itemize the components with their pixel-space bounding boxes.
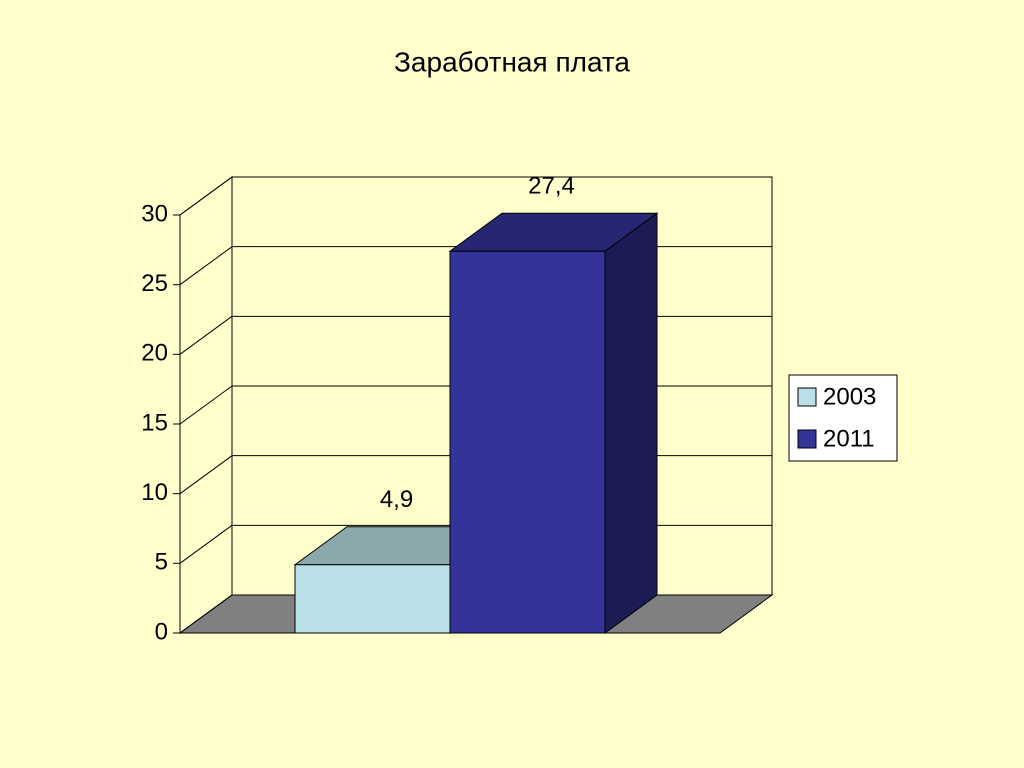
grid-line bbox=[179, 594, 233, 634]
grid-line bbox=[179, 315, 233, 355]
grid-line bbox=[179, 524, 233, 564]
y-tick-label: 20 bbox=[141, 340, 168, 367]
y-tick-label: 15 bbox=[141, 409, 168, 436]
y-tick-label: 30 bbox=[141, 200, 168, 227]
grid-line bbox=[179, 246, 233, 286]
bar-side bbox=[604, 212, 658, 634]
bar bbox=[294, 564, 451, 634]
grid-line bbox=[179, 455, 233, 495]
y-tick-label: 5 bbox=[155, 549, 168, 576]
chart-title: Заработная плата bbox=[394, 46, 630, 77]
bar bbox=[449, 250, 606, 634]
value-label: 4,9 bbox=[380, 486, 413, 513]
y-tick-label: 10 bbox=[141, 479, 168, 506]
grid-line bbox=[179, 176, 233, 216]
y-tick-label: 25 bbox=[141, 270, 168, 297]
legend-label: 2003 bbox=[823, 383, 876, 410]
value-label: 27,4 bbox=[528, 173, 575, 200]
y-tick-label: 0 bbox=[155, 618, 168, 645]
grid-line bbox=[179, 385, 233, 425]
legend-swatch bbox=[797, 387, 817, 407]
legend-swatch bbox=[797, 429, 817, 449]
legend-label: 2011 bbox=[823, 425, 875, 452]
